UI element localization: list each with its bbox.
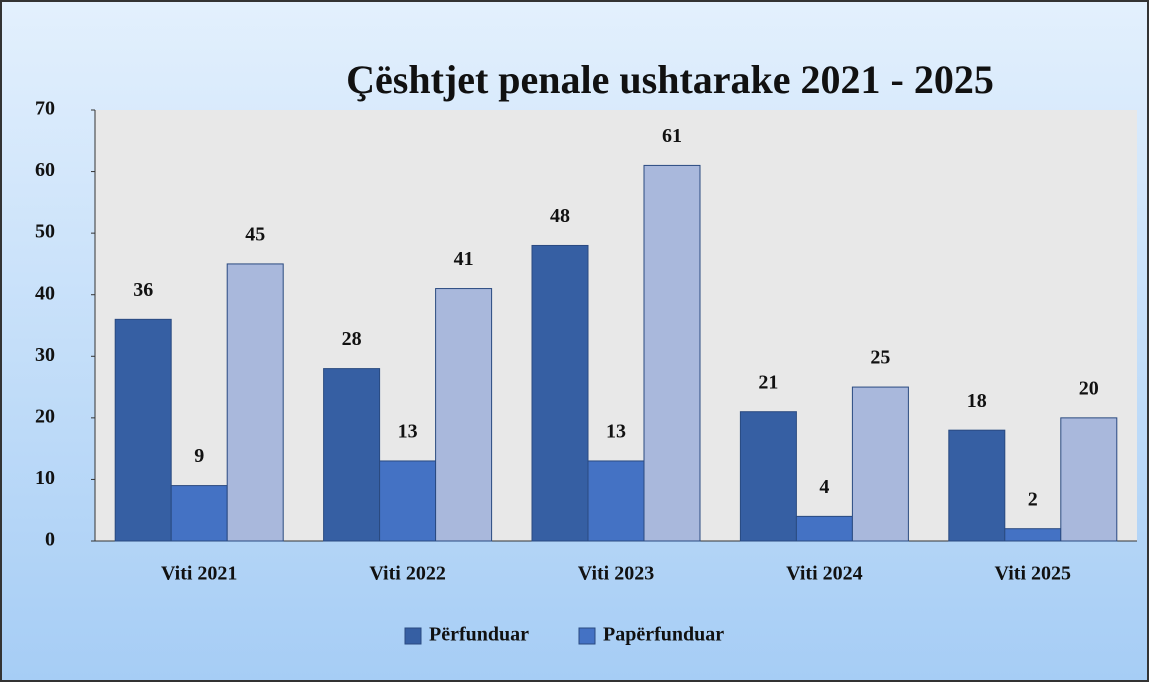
data-label: 13 [606, 421, 626, 443]
x-tick-label: Viti 2025 [995, 563, 1071, 585]
y-tick-label: 70 [35, 98, 55, 120]
legend-swatch [578, 627, 596, 645]
bar [226, 263, 284, 542]
bar [531, 244, 589, 542]
y-tick-label: 60 [35, 159, 55, 181]
data-label: 20 [1079, 377, 1099, 399]
chart-title: Çështjet penale ushtarake 2021 - 2025 [346, 57, 994, 102]
x-tick-label: Viti 2021 [161, 563, 237, 585]
y-tick-label: 20 [35, 405, 55, 427]
x-tick-label: Viti 2024 [786, 563, 862, 585]
data-label: 21 [758, 371, 778, 393]
bar [795, 515, 853, 542]
legend-label: Papërfunduar [603, 624, 724, 646]
legend-label: Përfunduar [429, 624, 529, 646]
data-label: 25 [870, 347, 890, 369]
bar [587, 460, 645, 542]
data-label: 2 [1028, 488, 1038, 510]
data-label: 41 [454, 248, 474, 270]
y-tick-label: 50 [35, 221, 55, 243]
data-label: 48 [550, 205, 570, 227]
data-label: 45 [245, 224, 265, 246]
bar [170, 485, 228, 542]
bar [739, 411, 797, 542]
bar [379, 460, 437, 542]
data-label: 13 [398, 421, 418, 443]
data-label: 4 [819, 476, 829, 498]
bar [851, 386, 909, 542]
data-label: 28 [342, 328, 362, 350]
y-tick-label: 30 [35, 344, 55, 366]
x-tick-label: Viti 2023 [578, 563, 654, 585]
bar [1004, 528, 1062, 542]
y-tick-label: 0 [45, 529, 55, 551]
y-tick-label: 40 [35, 282, 55, 304]
x-tick-label: Viti 2022 [369, 563, 445, 585]
bar [114, 318, 172, 542]
bar [435, 288, 493, 542]
bar [643, 164, 701, 542]
bar [1060, 417, 1118, 542]
data-label: 18 [967, 390, 987, 412]
data-label: 36 [133, 279, 153, 301]
data-label: 9 [194, 445, 204, 467]
bar [323, 368, 381, 542]
y-tick-label: 10 [35, 467, 55, 489]
legend-swatch [404, 627, 422, 645]
bar [948, 429, 1006, 542]
data-label: 61 [662, 125, 682, 147]
